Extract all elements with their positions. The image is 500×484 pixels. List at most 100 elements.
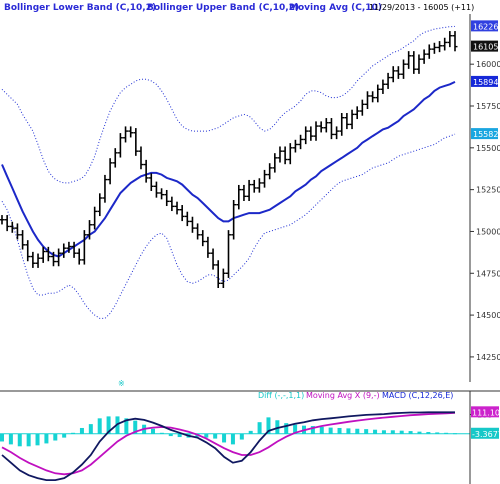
price-bar	[442, 37, 448, 51]
indicator-value-tags: 111.10 -3.3677	[471, 406, 500, 439]
bollinger-bands	[1, 25, 456, 319]
price-bar	[287, 143, 293, 165]
diff-bar	[355, 428, 360, 434]
tag-moving-avg: 15894	[471, 75, 498, 87]
price-bar	[102, 174, 108, 203]
price-bar	[426, 44, 432, 59]
price-bar	[323, 118, 329, 133]
price-tick-label: 15500	[476, 144, 500, 153]
price-bar	[390, 66, 396, 83]
price-bar	[339, 113, 345, 136]
macd-line	[1, 411, 455, 482]
diff-bar	[230, 433, 235, 445]
price-bar	[364, 91, 370, 110]
diff-bar	[97, 418, 102, 434]
price-bar	[272, 153, 278, 173]
label-diff: Diff (-,-,1,1)	[258, 391, 304, 400]
price-bar	[303, 126, 309, 145]
diff-bar	[346, 428, 351, 434]
price-bar	[256, 178, 262, 193]
tag-moving-avg-bg	[471, 75, 498, 87]
price-bar	[359, 99, 365, 116]
price-bar	[447, 31, 453, 48]
diff-bar	[319, 426, 324, 434]
diff-bar	[239, 433, 244, 440]
price-bar	[200, 230, 206, 247]
diff-bar	[453, 433, 457, 435]
diff-bar	[168, 433, 173, 437]
diff-bar	[79, 427, 84, 434]
price-bar	[9, 221, 15, 233]
diff-bar	[337, 427, 342, 434]
price-bar	[421, 49, 427, 64]
price-bar	[318, 121, 324, 133]
price-tick-label: 14250	[476, 353, 500, 362]
price-bar	[4, 215, 10, 232]
price-bar	[189, 216, 195, 233]
tag-upper-band-bg	[471, 20, 498, 32]
diff-bar	[53, 433, 58, 441]
price-bar	[370, 91, 376, 103]
tag-upper-band-label: 16226	[473, 22, 498, 31]
diff-bar	[62, 433, 67, 438]
price-bar	[411, 51, 417, 74]
diff-bar	[44, 433, 49, 444]
title-date-info: 11/29/2013 - 16005 (+11)	[369, 3, 474, 12]
diff-histogram	[0, 416, 470, 447]
diff-bar	[124, 418, 129, 434]
price-bar	[71, 241, 77, 258]
price-y-axis: 16000 15750 15500 15250 15000 14750 14500 14250	[469, 14, 500, 382]
diff-bar	[8, 433, 13, 445]
price-bar	[395, 66, 401, 79]
price-value-tags: 16226 16105 15894 15582	[471, 20, 498, 140]
price-bar	[231, 200, 237, 240]
diff-bar	[17, 433, 22, 447]
price-bar	[184, 211, 190, 227]
diff-bar	[257, 422, 262, 434]
price-tick-label: 15750	[476, 102, 500, 111]
tag-lower-band: 15582	[471, 128, 498, 140]
tag-indicator-top-bg	[471, 406, 499, 418]
price-bar	[179, 205, 185, 222]
price-bar	[215, 260, 221, 288]
price-bar	[164, 189, 170, 207]
title-moving-avg: Moving Avg (C,10)	[289, 3, 382, 13]
diff-bar	[151, 428, 155, 434]
price-bar	[35, 253, 41, 268]
price-bar	[282, 146, 288, 165]
diff-bar	[133, 420, 138, 434]
price-tick-label: 14750	[476, 269, 500, 278]
price-bar	[210, 248, 216, 270]
price-bar	[143, 159, 149, 183]
diff-bar	[426, 432, 431, 434]
price-bar	[349, 109, 355, 130]
price-bar	[128, 126, 134, 138]
tag-indicator-top-label: 111.10	[472, 408, 500, 417]
price-bar	[308, 126, 314, 141]
tag-moving-avg-label: 15894	[473, 78, 498, 87]
price-bar	[30, 251, 36, 268]
price-bar	[292, 139, 298, 153]
price-bar	[401, 59, 407, 79]
title-upper-band: Bollinger Upper Band (C,10,2)	[147, 3, 299, 13]
price-bar	[236, 184, 242, 210]
macd-lines	[1, 411, 456, 482]
bollinger-lower-band	[1, 133, 456, 319]
price-bar	[112, 148, 118, 168]
price-bar	[416, 54, 422, 74]
price-bar	[452, 31, 458, 52]
diff-bar	[310, 426, 315, 434]
diff-bar	[0, 433, 4, 442]
price-bar	[437, 41, 443, 53]
tag-lower-band-label: 15582	[473, 130, 498, 139]
price-bar	[174, 201, 180, 215]
price-bar	[76, 248, 82, 265]
price-bar	[205, 236, 211, 258]
tag-indicator-zero: -3.3677	[471, 427, 500, 439]
price-bar	[251, 179, 257, 193]
price-bar	[87, 220, 93, 240]
price-bar	[50, 251, 56, 267]
diff-bar	[177, 433, 182, 438]
price-bar	[431, 42, 437, 54]
